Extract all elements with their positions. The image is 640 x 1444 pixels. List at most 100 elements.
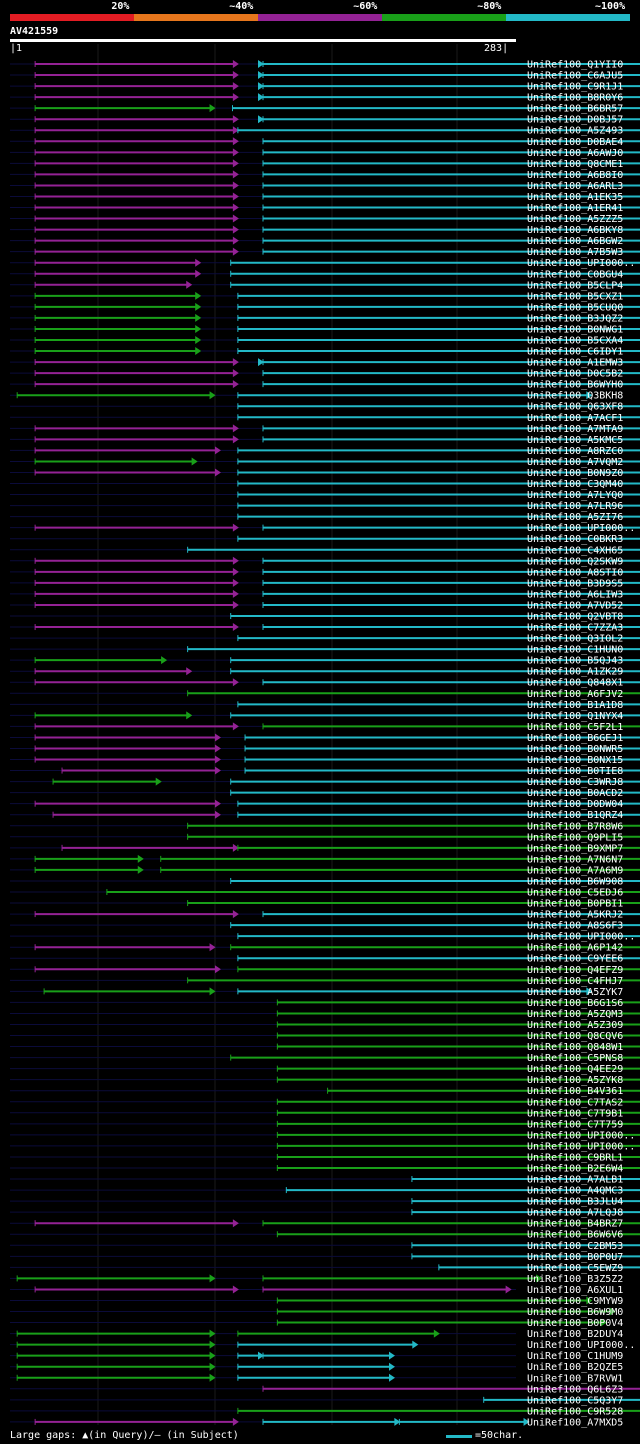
hit-label[interactable]: UniRef100_B0NX15: [527, 755, 623, 766]
hit-label[interactable]: UniRef100_B6W908: [527, 876, 623, 887]
hit-label[interactable]: UniRef100_A6BGW2: [527, 236, 623, 247]
hit-label[interactable]: UniRef100_Q2VBT8: [527, 612, 623, 623]
hit-label[interactable]: UniRef100_B6GEJ1: [527, 733, 623, 744]
hit-label[interactable]: UniRef100_C6IDY1: [527, 347, 623, 358]
hit-label[interactable]: UniRef100_UPI000..: [527, 1130, 635, 1141]
hit-label[interactable]: UniRef100_A6ARL3: [527, 181, 623, 192]
hit-label[interactable]: UniRef100_A7B5W3: [527, 247, 623, 258]
hit-label[interactable]: UniRef100_B5CXZ1: [527, 291, 623, 302]
hit-label[interactable]: UniRef100_A5ZQM3: [527, 1009, 623, 1020]
hit-label[interactable]: UniRef100_A7VD52: [527, 600, 623, 611]
hit-label[interactable]: UniRef100_C7T759: [527, 1119, 623, 1130]
hit-label[interactable]: UniRef100_UPI000..: [527, 1340, 635, 1351]
hit-label[interactable]: UniRef100_B6W6V6: [527, 1230, 623, 1241]
hit-label[interactable]: UniRef100_C7ZZA3: [527, 623, 623, 634]
hit-label[interactable]: UniRef100_B0ACD2: [527, 788, 623, 799]
hit-label[interactable]: UniRef100_B2QZE5: [527, 1362, 623, 1373]
hit-label[interactable]: UniRef100_B7RVW1: [527, 1373, 623, 1384]
hit-label[interactable]: UniRef100_A5ZI76: [527, 512, 623, 523]
hit-label[interactable]: UniRef100_B2E6W4: [527, 1164, 623, 1175]
hit-label[interactable]: UniRef100_C3QM40: [527, 479, 623, 490]
hit-label[interactable]: UniRef100_D0C5B2: [527, 369, 623, 380]
hit-label[interactable]: UniRef100_A6LIW3: [527, 589, 623, 600]
hit-label[interactable]: UniRef100_A7A6M9: [527, 865, 623, 876]
hit-label[interactable]: UniRef100_C3WRJ8: [527, 777, 623, 788]
hit-label[interactable]: UniRef100_Q3IOL2: [527, 634, 623, 645]
hit-label[interactable]: UniRef100_UPI000..: [527, 523, 635, 534]
hit-label[interactable]: UniRef100_D0BJ57: [527, 115, 623, 126]
hit-label[interactable]: UniRef100_A6BKY8: [527, 225, 623, 236]
hit-label[interactable]: UniRef100_A5Z493: [527, 126, 623, 137]
hit-label[interactable]: UniRef100_B2DUY4: [527, 1329, 623, 1340]
hit-label[interactable]: UniRef100_D0BAE4: [527, 137, 623, 148]
hit-label[interactable]: UniRef100_B4BRZ7: [527, 1219, 623, 1230]
hit-label[interactable]: UniRef100_B5QJ43: [527, 656, 623, 667]
hit-label[interactable]: UniRef100_B0N9Z0: [527, 468, 623, 479]
hit-label[interactable]: UniRef100_B8R0Y6: [527, 93, 623, 104]
hit-label[interactable]: UniRef100_A1ER41: [527, 203, 623, 214]
hit-label[interactable]: UniRef100_Q848X1: [527, 678, 623, 689]
hit-label[interactable]: UniRef100_B0P0V4: [527, 1318, 623, 1329]
hit-label[interactable]: UniRef100_B6BR57: [527, 104, 623, 115]
hit-label[interactable]: UniRef100_C5F2L1: [527, 722, 623, 733]
hit-label[interactable]: UniRef100_Q4EFZ9: [527, 965, 623, 976]
hit-label[interactable]: UniRef100_B0P0U7: [527, 1252, 623, 1263]
hit-label[interactable]: UniRef100_A7ACF1: [527, 413, 623, 424]
hit-label[interactable]: UniRef100_B3D9S5: [527, 578, 623, 589]
hit-label[interactable]: UniRef100_C7TAS2: [527, 1097, 623, 1108]
hit-label[interactable]: UniRef100_A5Z309: [527, 1020, 623, 1031]
hit-label[interactable]: UniRef100_Q848W1: [527, 1042, 623, 1053]
hit-label[interactable]: UniRef100_Q4EE29: [527, 1064, 623, 1075]
hit-label[interactable]: UniRef100_A5ZZZ5: [527, 214, 623, 225]
hit-label[interactable]: UniRef100_C1HUM9: [527, 1351, 623, 1362]
hit-label[interactable]: UniRef100_B5CUQ0: [527, 302, 623, 313]
hit-label[interactable]: UniRef100_C4XH65: [527, 545, 623, 556]
hit-label[interactable]: UniRef100_A7LYQ0: [527, 490, 623, 501]
hit-label[interactable]: UniRef100_B1A1D8: [527, 700, 623, 711]
hit-label[interactable]: UniRef100_C9MYW9: [527, 1296, 623, 1307]
hit-label[interactable]: UniRef100_C2BM53: [527, 1241, 623, 1252]
hit-label[interactable]: UniRef100_Q3BKH8: [527, 391, 623, 402]
hit-label[interactable]: UniRef100_B5CXA4: [527, 336, 623, 347]
hit-label[interactable]: UniRef100_A6P142: [527, 943, 623, 954]
hit-label[interactable]: UniRef100_A7VQM2: [527, 457, 623, 468]
hit-label[interactable]: UniRef100_B3JQZ2: [527, 313, 623, 324]
hit-label[interactable]: UniRef100_Q1NYX4: [527, 711, 623, 722]
hit-label[interactable]: UniRef100_A8RZC0: [527, 446, 623, 457]
hit-label[interactable]: UniRef100_C5EDJ6: [527, 888, 623, 899]
hit-label[interactable]: UniRef100_UPI000..: [527, 258, 635, 269]
hit-label[interactable]: UniRef100_C1HUN0: [527, 645, 623, 656]
hit-label[interactable]: UniRef100_A4QMC3: [527, 1186, 623, 1197]
hit-label[interactable]: UniRef100_C9YEE6: [527, 954, 623, 965]
hit-label[interactable]: UniRef100_A1EK35: [527, 192, 623, 203]
hit-label[interactable]: UniRef100_C9R1J1: [527, 82, 623, 93]
hit-label[interactable]: UniRef100_C9BRL1: [527, 1152, 623, 1163]
hit-label[interactable]: UniRef100_A8STI0: [527, 567, 623, 578]
hit-label[interactable]: UniRef100_B6W9M0: [527, 1307, 623, 1318]
hit-label[interactable]: UniRef100_C7T9B1: [527, 1108, 623, 1119]
hit-label[interactable]: UniRef100_C0BGU4: [527, 269, 623, 280]
hit-label[interactable]: UniRef100_A7LR96: [527, 501, 623, 512]
hit-label[interactable]: UniRef100_B7R8W6: [527, 821, 623, 832]
hit-label[interactable]: UniRef100_C4FHJ7: [527, 976, 623, 987]
hit-label[interactable]: UniRef100_A8S6F3: [527, 921, 623, 932]
hit-label[interactable]: UniRef100_A1ZK29: [527, 667, 623, 678]
hit-label[interactable]: UniRef100_A6FJV2: [527, 689, 623, 700]
hit-label[interactable]: UniRef100_C6AJU5: [527, 71, 623, 82]
hit-label[interactable]: UniRef100_Q1YII0: [527, 60, 623, 71]
hit-label[interactable]: UniRef100_B4V361: [527, 1086, 623, 1097]
hit-label[interactable]: UniRef100_A7MTA9: [527, 424, 623, 435]
hit-label[interactable]: UniRef100_B5CLP4: [527, 280, 623, 291]
hit-label[interactable]: UniRef100_Q6L6Z3: [527, 1384, 623, 1395]
hit-label[interactable]: UniRef100_B1QRZ4: [527, 810, 623, 821]
hit-label[interactable]: UniRef100_A5KMC5: [527, 435, 623, 446]
hit-label[interactable]: UniRef100_C5EWZ9: [527, 1263, 623, 1274]
hit-label[interactable]: UniRef100_A5ZYK7: [527, 987, 623, 998]
hit-label[interactable]: UniRef100_B9XMP7: [527, 843, 623, 854]
hit-label[interactable]: UniRef100_B0PBI1: [527, 899, 623, 910]
hit-label[interactable]: UniRef100_B0NWG1: [527, 324, 623, 335]
hit-label[interactable]: UniRef100_A6AWJ0: [527, 148, 623, 159]
hit-label[interactable]: UniRef100_A5ZYK8: [527, 1075, 623, 1086]
hit-label[interactable]: UniRef100_A1EMW3: [527, 358, 623, 369]
hit-label[interactable]: UniRef100_B3Z5Z2: [527, 1274, 623, 1285]
